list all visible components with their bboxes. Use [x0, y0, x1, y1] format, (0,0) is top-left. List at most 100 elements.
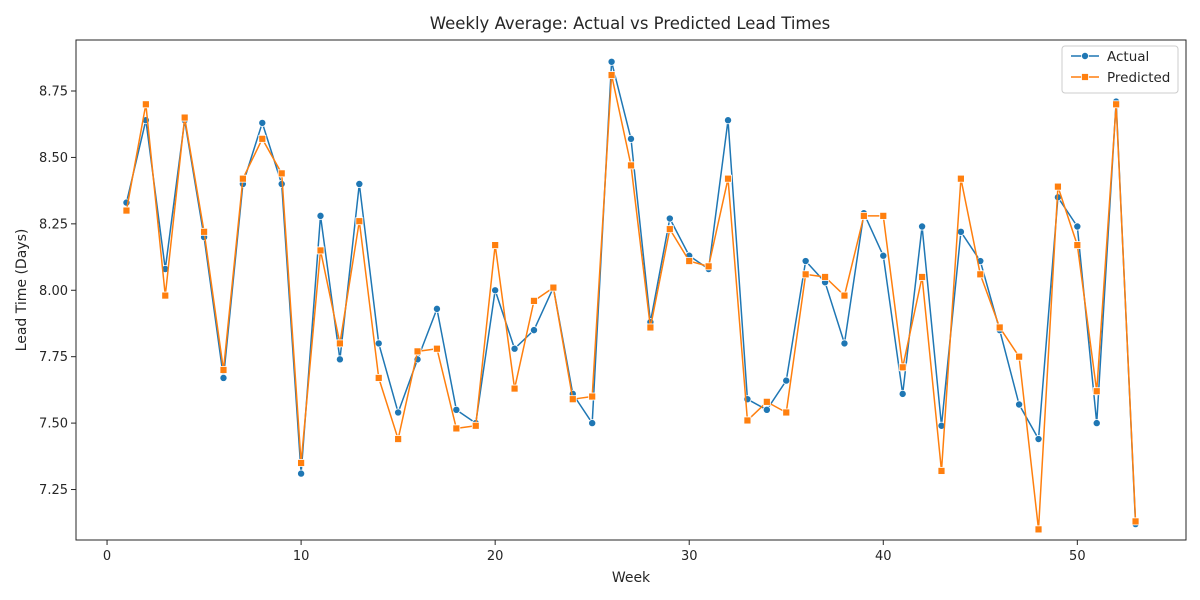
- data-point-actual: [724, 116, 733, 125]
- data-point-predicted: [743, 416, 752, 425]
- data-point-actual: [258, 118, 267, 127]
- series-layer: [122, 57, 1140, 534]
- legend-marker-actual: [1081, 52, 1090, 61]
- data-point-predicted: [1073, 241, 1082, 250]
- data-point-actual: [219, 373, 228, 382]
- x-axis-ticks: 0 10 20 30 40 50: [103, 540, 1086, 564]
- data-point-predicted: [724, 174, 732, 183]
- y-tick-label: 7.75: [39, 350, 68, 365]
- data-point-predicted: [336, 339, 344, 348]
- data-point-actual: [801, 257, 810, 266]
- data-point-predicted: [219, 366, 228, 374]
- data-point-actual: [1073, 222, 1082, 231]
- data-point-predicted: [491, 241, 500, 250]
- data-point-actual: [762, 405, 771, 414]
- data-point-actual: [879, 251, 888, 260]
- data-point-predicted: [1015, 352, 1024, 361]
- data-point-predicted: [918, 273, 926, 281]
- x-tick-label: 40: [875, 549, 892, 564]
- data-point-predicted: [1092, 387, 1101, 396]
- data-point-predicted: [665, 225, 674, 234]
- data-point-predicted: [859, 211, 868, 220]
- data-point-predicted: [122, 206, 131, 215]
- data-point-predicted: [879, 211, 888, 220]
- data-point-predicted: [452, 424, 461, 433]
- legend-box: [1061, 45, 1179, 94]
- data-point-predicted: [782, 408, 791, 417]
- data-point-predicted: [433, 344, 441, 353]
- data-point-actual: [840, 339, 849, 348]
- data-point-actual: [510, 344, 519, 353]
- x-tick-label: 20: [487, 549, 504, 564]
- y-tick-label: 8.50: [39, 151, 68, 166]
- data-point-predicted: [355, 217, 364, 226]
- y-tick-label: 8.25: [39, 217, 68, 232]
- data-point-actual: [316, 211, 325, 220]
- legend-marker-predicted: [1081, 73, 1089, 81]
- y-tick-label: 8.75: [39, 85, 68, 100]
- data-point-predicted: [646, 323, 655, 332]
- data-point-predicted: [297, 459, 306, 467]
- data-point-predicted: [238, 174, 247, 183]
- x-tick-label: 30: [681, 549, 698, 564]
- data-point-predicted: [607, 71, 616, 79]
- data-point-predicted: [277, 169, 286, 178]
- y-tick-label: 7.25: [39, 483, 68, 498]
- y-tick-label: 7.50: [39, 417, 68, 432]
- data-point-actual: [956, 227, 965, 236]
- data-point-predicted: [394, 435, 403, 443]
- data-point-actual: [452, 405, 461, 414]
- data-point-predicted: [821, 273, 829, 281]
- legend: Actual Predicted: [1061, 45, 1179, 94]
- data-point-predicted: [1131, 517, 1140, 526]
- data-point-predicted: [704, 262, 713, 271]
- data-point-actual: [627, 134, 636, 143]
- data-point-actual: [374, 339, 383, 348]
- data-point-predicted: [995, 323, 1004, 332]
- data-point-predicted: [937, 467, 946, 475]
- series-predicted: [122, 71, 1140, 534]
- data-point-predicted: [898, 363, 907, 372]
- data-point-predicted: [568, 395, 577, 404]
- data-point-actual: [918, 222, 927, 231]
- y-axis-title: Lead Time (Days): [14, 229, 30, 352]
- data-point-predicted: [627, 161, 635, 170]
- data-point-predicted: [141, 100, 150, 109]
- x-tick-label: 0: [103, 549, 111, 564]
- data-point-actual: [1015, 400, 1024, 409]
- data-point-predicted: [530, 296, 538, 305]
- x-axis-title: Week: [612, 570, 651, 586]
- y-tick-label: 8.00: [39, 284, 68, 299]
- data-point-predicted: [1054, 182, 1062, 191]
- legend-label-actual: Actual: [1107, 49, 1149, 65]
- data-point-predicted: [762, 397, 771, 406]
- data-point-actual: [432, 304, 441, 313]
- data-point-actual: [588, 419, 597, 428]
- legend-label-predicted: Predicted: [1107, 70, 1170, 86]
- data-point-predicted: [258, 134, 267, 143]
- data-point-predicted: [976, 270, 985, 279]
- x-tick-label: 10: [293, 549, 310, 564]
- chart-title: Weekly Average: Actual vs Predicted Lead…: [430, 14, 830, 33]
- data-point-actual: [394, 408, 403, 417]
- data-point-actual: [665, 214, 674, 223]
- data-point-actual: [1092, 419, 1101, 428]
- data-point-predicted: [413, 347, 422, 356]
- data-point-actual: [335, 355, 344, 364]
- data-point-actual: [297, 469, 306, 478]
- data-point-predicted: [471, 421, 480, 430]
- y-axis-ticks: 7.25 7.50 7.75 8.00 8.25 8.50 8.75: [39, 85, 76, 498]
- data-point-predicted: [840, 291, 849, 300]
- data-point-predicted: [956, 174, 965, 183]
- data-point-predicted: [801, 270, 810, 279]
- data-point-actual: [491, 286, 500, 295]
- data-point-predicted: [549, 283, 558, 292]
- data-point-predicted: [685, 257, 694, 265]
- data-point-actual: [898, 389, 907, 398]
- data-point-predicted: [374, 374, 383, 382]
- data-point-actual: [1034, 435, 1043, 444]
- plot-area-frame: [75, 39, 1187, 541]
- data-point-predicted: [161, 291, 170, 300]
